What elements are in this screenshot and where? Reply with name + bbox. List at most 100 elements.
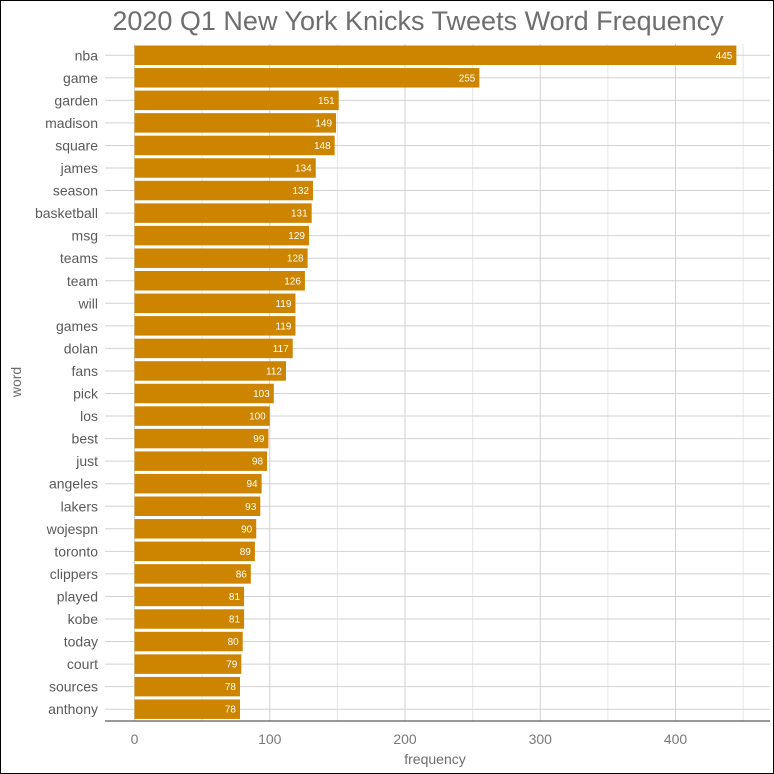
y-tick-label: anthony [48, 701, 98, 717]
bar [134, 473, 262, 494]
bar [134, 293, 296, 314]
y-tick-label: best [72, 431, 99, 447]
x-tick-label: 200 [393, 731, 417, 747]
y-tick-label: will [78, 295, 98, 311]
bar [134, 158, 316, 178]
bar-value-label: 132 [292, 186, 309, 197]
y-tick-label: dolan [64, 340, 98, 356]
bar [134, 451, 268, 471]
y-tick-label: played [57, 588, 98, 604]
x-tick-label: 0 [131, 731, 139, 747]
y-tick-label: msg [72, 228, 98, 244]
x-tick-label: 300 [529, 731, 553, 747]
bar [134, 135, 335, 156]
y-tick-label: fans [72, 363, 98, 379]
data-labels: 445 255 151 149 148 134 132 131 129 128 126 119 119 1… [225, 51, 733, 716]
bar-value-label: 148 [314, 141, 331, 152]
bar-value-label: 78 [225, 682, 237, 693]
y-tick-label: lakers [61, 498, 98, 514]
bar-value-label: 126 [284, 276, 301, 287]
y-tick-label: angeles [49, 476, 98, 492]
bar-value-label: 255 [459, 73, 476, 84]
bar-value-label: 89 [240, 547, 252, 558]
y-tick-label: pick [73, 386, 99, 402]
bar [134, 338, 293, 359]
y-tick-label: season [53, 183, 98, 199]
bar-value-label: 93 [245, 502, 257, 513]
bar-value-label: 134 [295, 164, 312, 175]
y-tick-label: game [63, 70, 98, 86]
bar [134, 699, 240, 719]
bar [134, 609, 245, 629]
bar-value-label: 131 [291, 209, 308, 220]
bar-value-label: 149 [315, 118, 332, 129]
bar-value-label: 117 [273, 344, 289, 355]
bar-value-label: 129 [288, 231, 305, 242]
y-tick-label: kobe [68, 611, 99, 627]
chart-title: 2020 Q1 New York Knicks Tweets Word Freq… [112, 6, 724, 36]
bar-value-label: 78 [225, 705, 237, 716]
bar [134, 586, 245, 607]
bar-value-label: 103 [253, 389, 270, 400]
y-tick-labels: nba game garden madison square james season bas… [35, 47, 99, 717]
bar [134, 676, 240, 697]
bar [134, 316, 296, 336]
y-tick-label: court [67, 656, 98, 672]
bar-value-label: 119 [275, 321, 291, 332]
bar [134, 383, 274, 404]
bar [134, 428, 269, 449]
x-axis-title: frequency [404, 751, 465, 767]
bar-value-label: 98 [252, 457, 264, 468]
bar [134, 203, 312, 223]
bar [134, 225, 309, 246]
y-tick-label: square [55, 137, 98, 153]
bar [134, 496, 261, 516]
x-tick-label: 100 [258, 731, 282, 747]
y-tick-label: los [80, 408, 98, 424]
bar [134, 654, 242, 674]
bar [134, 68, 480, 88]
bar [134, 113, 337, 133]
y-tick-label: just [75, 453, 98, 469]
y-tick-label: nba [75, 47, 99, 63]
bar [134, 541, 255, 562]
bar [134, 361, 286, 381]
y-tick-label: toronto [54, 543, 98, 559]
bar [134, 180, 314, 201]
y-tick-label: today [64, 634, 98, 650]
bar-value-label: 445 [716, 51, 733, 62]
bar-value-label: 90 [241, 524, 253, 535]
bar-value-label: 94 [247, 479, 259, 490]
bar-value-label: 99 [253, 434, 265, 445]
bar-value-label: 81 [229, 615, 241, 626]
y-tick-label: wojespn [46, 521, 98, 537]
bar [134, 248, 308, 268]
y-tick-label: team [67, 273, 98, 289]
y-tick-label: games [56, 318, 98, 334]
bar-value-label: 119 [275, 299, 291, 310]
y-tick-label: garden [54, 92, 98, 108]
bar-value-label: 79 [226, 660, 238, 671]
y-tick-label: clippers [50, 566, 98, 582]
bar-value-label: 100 [249, 412, 266, 423]
y-tick-label: sources [49, 679, 98, 695]
y-tick-label: james [60, 160, 98, 176]
y-axis-title: word [8, 367, 24, 398]
bar-value-label: 112 [266, 366, 282, 377]
y-tick-label: madison [45, 115, 98, 131]
bar [134, 631, 243, 652]
bar-value-label: 151 [318, 96, 335, 107]
bar [134, 406, 270, 426]
bar-value-label: 86 [236, 569, 248, 580]
bar [134, 271, 305, 291]
bar-value-label: 128 [287, 254, 304, 265]
bar [134, 519, 257, 539]
x-tick-labels: 0 100 200 300 400 [131, 731, 688, 747]
bar [134, 45, 737, 65]
bar [134, 564, 251, 584]
y-tick-label: teams [60, 250, 98, 266]
bar-value-label: 80 [228, 637, 240, 648]
bar [134, 90, 339, 111]
